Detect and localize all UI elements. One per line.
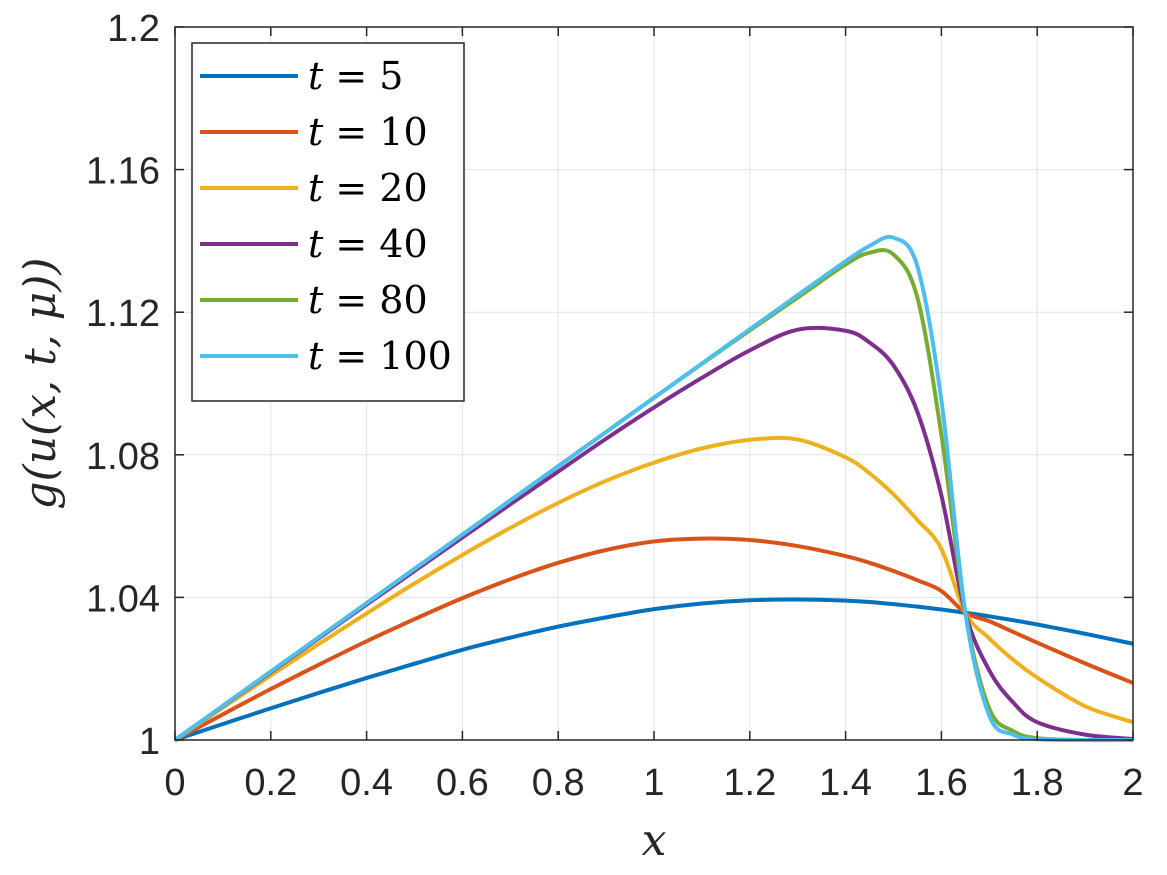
legend-label-5: t = 100 — [308, 334, 452, 378]
x-tick-label: 1.2 — [723, 762, 776, 804]
x-tick-label: 0.6 — [436, 762, 489, 804]
legend-label-1: t = 10 — [308, 110, 428, 154]
series-line-2 — [173, 435, 1134, 742]
legend-label-0: t = 5 — [308, 54, 403, 98]
x-tick-label: 1.6 — [915, 762, 968, 804]
legend-box — [191, 42, 465, 402]
x-tick-label: 1.4 — [819, 762, 872, 804]
x-tick-label: 0 — [164, 762, 185, 804]
y-tick-label: 1.2 — [107, 8, 160, 50]
legend-label-2: t = 20 — [308, 166, 428, 210]
x-tick-label: 2 — [1122, 762, 1143, 804]
y-tick-label: 1.12 — [86, 293, 160, 335]
y-axis-label: g(u(x, t, μ)) — [15, 257, 66, 509]
series-line-0 — [174, 597, 1134, 742]
y-tick-label: 1 — [139, 721, 160, 763]
x-tick-label: 0.4 — [340, 762, 393, 804]
y-tick-label: 1.04 — [86, 578, 160, 620]
plot-series — [173, 234, 1134, 743]
y-tick-label: 1.16 — [86, 151, 160, 193]
legend-label-4: t = 80 — [308, 278, 428, 322]
axes: 0 0.2 0.4 0.6 0.8 1 1.2 1.4 1.6 1.8 2 1 1.04 1.08 1.12… — [15, 8, 1144, 866]
x-axis-label: x — [642, 815, 667, 866]
x-tick-label: 1 — [643, 762, 664, 804]
series-line-5 — [173, 234, 1134, 743]
series-line-1 — [174, 536, 1134, 742]
legend-label-3: t = 40 — [308, 222, 428, 266]
y-tick-label: 1.08 — [86, 436, 160, 478]
x-tick-label: 1.8 — [1011, 762, 1064, 804]
x-tick-label: 0.2 — [244, 762, 297, 804]
legend: t = 5 t = 10 t = 20 t = 40 t = 80 t = 100 — [191, 42, 465, 402]
x-tick-label: 0.8 — [532, 762, 585, 804]
